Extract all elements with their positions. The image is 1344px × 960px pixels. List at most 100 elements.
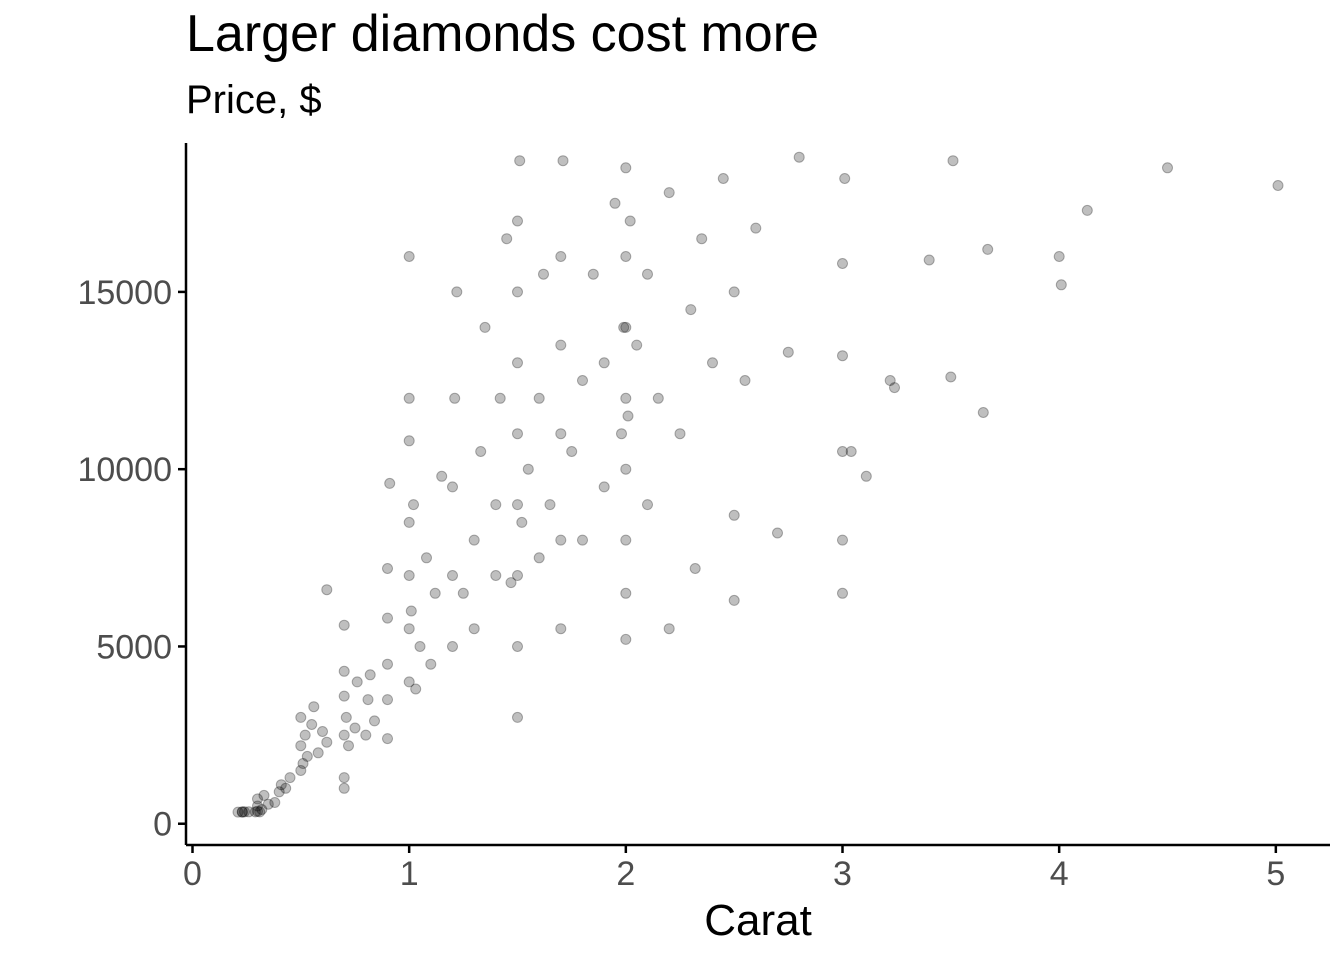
- data-point: [728, 509, 740, 521]
- data-point: [269, 797, 281, 808]
- data-point: [837, 258, 848, 269]
- data-point: [299, 729, 311, 741]
- data-point: [284, 772, 296, 784]
- data-point: [652, 392, 664, 404]
- data-point: [384, 477, 396, 489]
- data-point: [624, 215, 636, 227]
- data-point: [475, 446, 487, 457]
- data-point: [414, 641, 426, 652]
- data-point: [598, 357, 610, 369]
- data-point: [351, 676, 363, 688]
- y-tick-label: 10000: [77, 451, 172, 489]
- data-point: [275, 779, 287, 791]
- data-point: [236, 806, 248, 818]
- data-point: [1053, 251, 1065, 262]
- data-point: [321, 584, 333, 596]
- x-tick-label: 1: [400, 855, 419, 893]
- data-point: [449, 392, 461, 404]
- data-point: [663, 623, 675, 635]
- data-point: [782, 346, 794, 358]
- data-point: [750, 222, 762, 234]
- data-point: [739, 375, 751, 386]
- data-point: [982, 243, 994, 255]
- data-point: [317, 726, 328, 737]
- data-point: [403, 623, 415, 635]
- data-point: [618, 321, 630, 333]
- data-point: [382, 612, 393, 624]
- chart-title: Larger diamonds cost more: [186, 5, 819, 63]
- data-point: [977, 407, 989, 418]
- data-point: [609, 197, 621, 209]
- data-point: [1272, 180, 1284, 191]
- data-point: [557, 155, 569, 167]
- data-point: [308, 701, 320, 713]
- data-point: [512, 570, 523, 581]
- y-tick-label: 0: [153, 806, 172, 844]
- x-tick-label: 5: [1266, 855, 1285, 893]
- data-point: [321, 736, 333, 748]
- data-point: [620, 251, 632, 262]
- data-point: [620, 392, 632, 404]
- data-point: [490, 570, 502, 581]
- data-point: [297, 758, 309, 769]
- data-point: [236, 806, 248, 818]
- data-point: [533, 392, 545, 404]
- data-point: [408, 499, 419, 511]
- data-point: [512, 215, 523, 227]
- data-point: [512, 357, 523, 369]
- data-point: [620, 633, 632, 645]
- data-point: [295, 711, 307, 723]
- x-axis-title: Carat: [704, 896, 812, 945]
- data-point: [674, 428, 686, 440]
- x-tick-label: 3: [833, 855, 852, 893]
- data-point: [280, 782, 292, 794]
- data-point: [429, 587, 441, 599]
- data-point: [338, 729, 350, 741]
- data-point: [382, 733, 393, 745]
- data-point: [845, 446, 857, 457]
- data-point: [837, 446, 848, 457]
- data-point: [256, 804, 268, 815]
- data-point: [772, 527, 783, 539]
- data-point: [479, 321, 491, 333]
- data-point: [538, 268, 549, 280]
- data-point: [421, 552, 432, 564]
- data-point: [468, 534, 480, 546]
- data-point: [447, 481, 458, 493]
- data-point: [577, 534, 588, 546]
- data-point: [717, 173, 729, 184]
- data-point: [620, 321, 632, 333]
- data-point: [1055, 279, 1067, 291]
- data-point: [338, 619, 350, 631]
- data-point: [837, 350, 848, 362]
- data-point: [252, 800, 263, 812]
- data-point: [403, 676, 415, 688]
- data-point: [555, 534, 567, 546]
- data-point: [620, 463, 632, 475]
- data-point: [512, 499, 523, 511]
- data-point: [239, 806, 250, 818]
- data-point: [555, 339, 567, 351]
- data-point: [512, 286, 523, 298]
- data-point: [522, 463, 534, 475]
- data-point: [451, 286, 463, 298]
- data-point: [403, 435, 415, 447]
- data-point: [793, 151, 805, 163]
- data-point: [403, 392, 415, 404]
- data-point: [306, 719, 318, 730]
- data-point: [685, 304, 697, 316]
- data-point: [839, 173, 851, 184]
- data-point: [512, 711, 523, 723]
- data-point: [364, 669, 376, 681]
- data-point: [689, 563, 701, 574]
- data-point: [403, 570, 415, 581]
- data-point: [468, 623, 480, 635]
- data-point: [405, 605, 417, 617]
- data-point: [514, 155, 526, 167]
- data-point: [860, 470, 872, 482]
- data-point: [295, 740, 307, 752]
- data-point: [338, 782, 350, 794]
- data-point: [312, 747, 324, 759]
- data-point: [587, 268, 599, 280]
- x-tick-label: 0: [183, 855, 202, 893]
